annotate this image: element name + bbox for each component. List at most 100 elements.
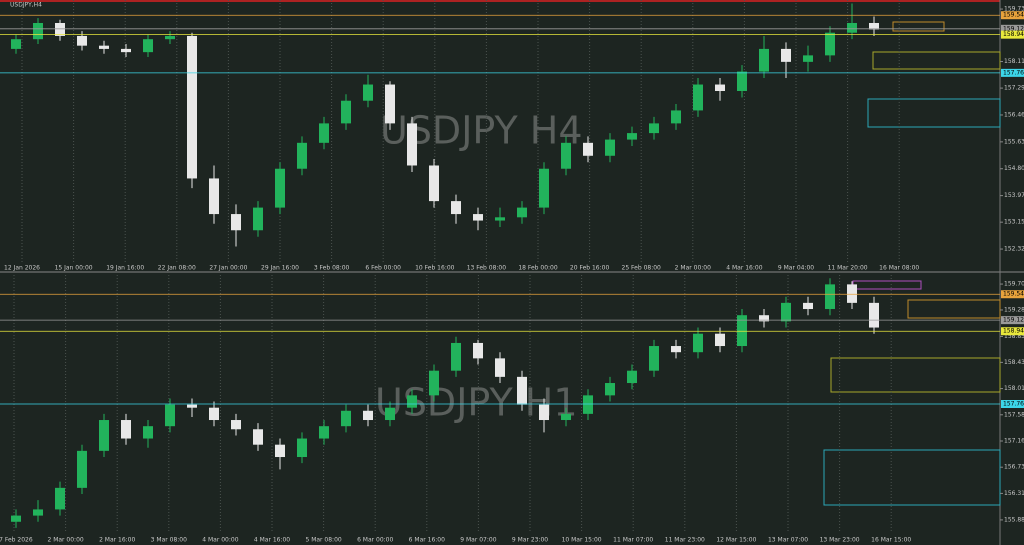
candle-body	[583, 395, 593, 414]
y-tick-label: 157.585	[1004, 411, 1024, 418]
candle-body	[385, 407, 395, 421]
candle-body	[451, 201, 461, 215]
candle-body	[209, 407, 219, 421]
candle-body	[209, 178, 219, 215]
x-tick-label: 9 Mar 23:00	[512, 537, 548, 544]
candle-body	[319, 123, 329, 143]
candle-body	[429, 370, 439, 396]
y-tick-label: 157.160	[1004, 437, 1024, 444]
candle-body	[517, 207, 527, 218]
x-tick-label: 9 Mar 07:00	[460, 537, 496, 544]
x-tick-label: 4 Mar 16:00	[726, 265, 762, 272]
candle-body	[407, 123, 417, 166]
candle-body	[847, 284, 857, 303]
y-tick-label: 156.735	[1004, 464, 1024, 471]
x-tick-label: 27 Feb 2026	[0, 537, 33, 544]
candle-body	[275, 444, 285, 458]
level-label: 159.12	[1003, 317, 1024, 324]
level-tag	[1001, 327, 1024, 336]
x-tick-label: 11 Mar 20:00	[828, 265, 868, 272]
candle-body	[11, 39, 21, 49]
candle-body	[341, 100, 351, 124]
level-label: 158.94	[1003, 31, 1024, 38]
candle-body	[429, 165, 439, 202]
candle-body	[99, 420, 109, 451]
x-tick-label: 10 Feb 16:00	[415, 265, 455, 272]
level-label: 158.94	[1003, 328, 1024, 335]
candle-body	[231, 214, 241, 231]
x-tick-label: 13 Mar 07:00	[768, 537, 808, 544]
zone	[823, 449, 1001, 506]
level-label: 157.76	[1003, 69, 1024, 76]
candle-body	[781, 302, 791, 322]
x-tick-label: 19 Jan 16:00	[106, 265, 144, 272]
candle-body	[341, 410, 351, 427]
candle-body	[869, 22, 879, 30]
candle-body	[297, 142, 307, 169]
zone	[867, 98, 1001, 128]
level-tag	[1001, 11, 1024, 20]
zone	[872, 51, 1001, 70]
candle-body	[825, 32, 835, 56]
x-tick-label: 3 Feb 08:00	[314, 265, 350, 272]
candle-body	[77, 450, 87, 488]
y-tick-label: 155.63	[1004, 138, 1024, 145]
y-tick-label: 159.73	[1004, 6, 1024, 13]
candle-body	[869, 302, 879, 328]
candle-body	[363, 84, 373, 101]
y-tick-label: 158.11	[1004, 58, 1024, 65]
x-tick-label: 18 Feb 00:00	[518, 265, 558, 272]
candle-body	[275, 168, 285, 208]
x-tick-label: 11 Mar 07:00	[613, 537, 653, 544]
x-tick-label: 25 Feb 08:00	[622, 265, 662, 272]
level-tag	[1001, 399, 1024, 408]
x-tick-label: 5 Mar 08:00	[305, 537, 341, 544]
level-label: 157.76	[1003, 400, 1024, 407]
level-tag	[1001, 24, 1024, 33]
candle-body	[715, 333, 725, 347]
level-tag	[1001, 68, 1024, 77]
level-label: 159.54	[1003, 12, 1024, 19]
candle-body	[649, 346, 659, 371]
y-tick-label: 155.880	[1004, 516, 1024, 523]
candle-body	[803, 55, 813, 62]
candle-body	[605, 139, 615, 156]
y-tick-label: 158.855	[1004, 333, 1024, 340]
level-label: 159.12	[1003, 25, 1024, 32]
candle-body	[165, 35, 175, 40]
candle-body	[759, 48, 769, 72]
candle-body	[825, 284, 835, 310]
candle-body	[539, 404, 549, 421]
y-tick-label: 154.80	[1004, 165, 1024, 172]
candle-body	[11, 515, 21, 522]
candle-body	[627, 370, 637, 384]
y-tick-label: 153.15	[1004, 219, 1024, 226]
candle-body	[671, 110, 681, 124]
x-tick-label: 27 Jan 00:00	[209, 265, 247, 272]
x-tick-label: 12 Mar 15:00	[716, 537, 756, 544]
x-tick-label: 6 Feb 00:00	[365, 265, 401, 272]
candle-body	[121, 420, 131, 439]
candle-body	[671, 346, 681, 353]
candle-body	[583, 142, 593, 156]
candle-body	[517, 376, 527, 405]
y-tick-label: 157.29	[1004, 85, 1024, 92]
candle-body	[803, 302, 813, 310]
candle-body	[781, 48, 791, 62]
candle-body	[33, 509, 43, 516]
x-tick-label: 20 Feb 16:00	[570, 265, 610, 272]
candle-body	[473, 214, 483, 221]
candle-body	[737, 71, 747, 92]
candle-body	[253, 207, 263, 231]
candle-body	[77, 35, 87, 46]
candle-body	[253, 429, 263, 445]
level-tag	[1001, 290, 1024, 299]
x-tick-label: 11 Mar 23:00	[665, 537, 705, 544]
x-tick-label: 12 Jan 2026	[4, 265, 40, 272]
x-tick-label: 16 Mar 08:00	[879, 265, 919, 272]
level-label: 159.54	[1003, 291, 1024, 298]
x-tick-label: 16 Mar 15:00	[871, 537, 911, 544]
candle-body	[451, 342, 461, 371]
y-tick-label: 156.46	[1004, 111, 1024, 118]
y-tick-label: 152.32	[1004, 246, 1024, 253]
